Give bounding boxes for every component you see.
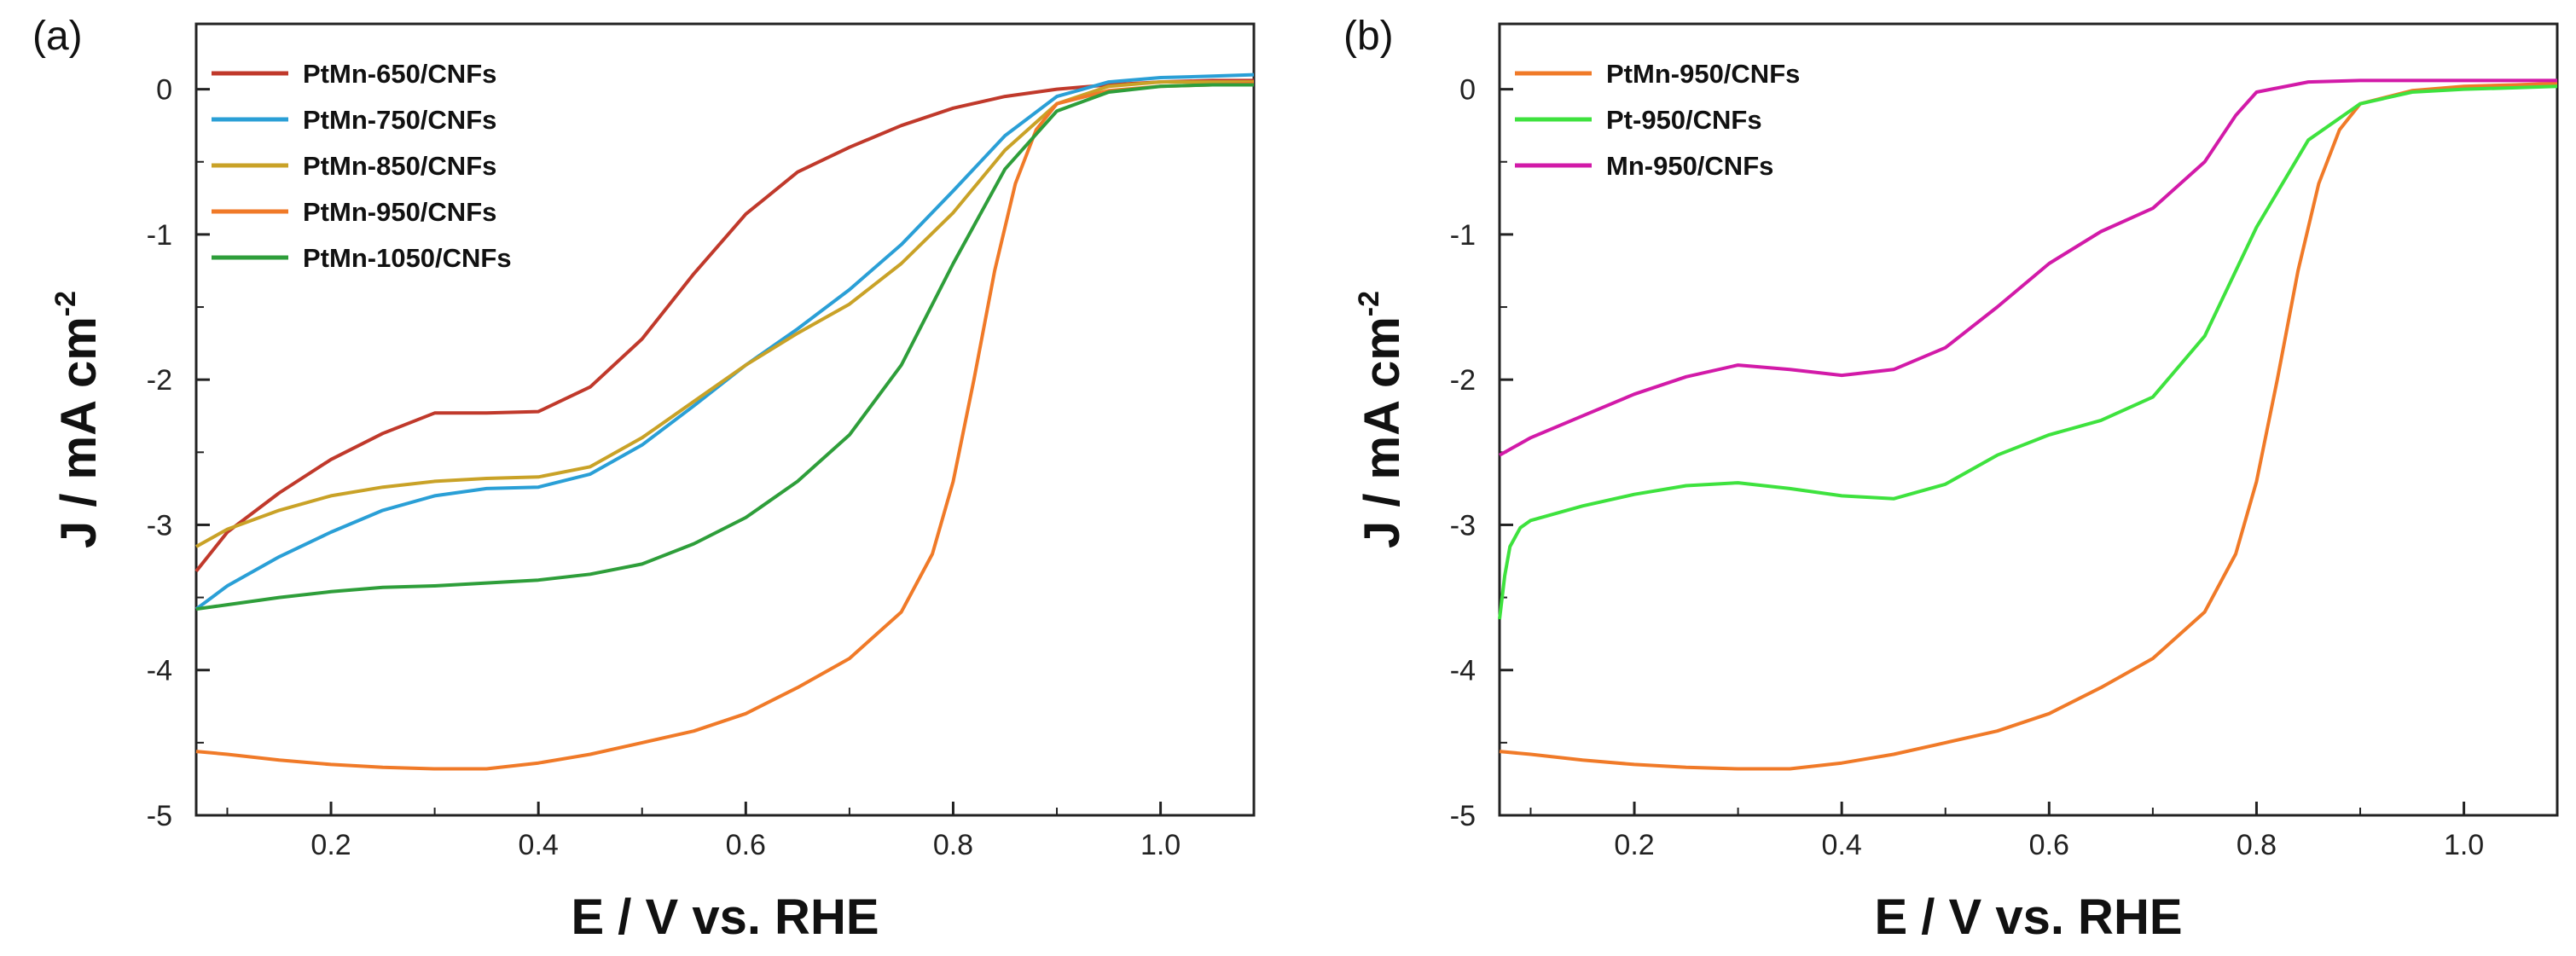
- x-tick-label: 0.4: [519, 829, 559, 861]
- y-tick-label: -1: [1450, 219, 1476, 252]
- legend-label: PtMn-850/CNFs: [303, 151, 496, 181]
- panel-b-plot-frame: [1498, 22, 2559, 817]
- y-tick-label: -3: [147, 509, 172, 542]
- legend-label: PtMn-650/CNFs: [303, 59, 496, 89]
- panel-a-ticks: 0.2 0.4 0.6 0.8 1.0 0 -1 -2 -3 -4 -5: [147, 74, 1181, 861]
- panel-b-series: [1498, 78, 2558, 771]
- panel-b-y-axis-title: J / mA cm-2: [1353, 291, 1410, 548]
- series-line: [1499, 81, 2558, 771]
- legend-label: PtMn-950/CNFs: [1606, 59, 1800, 89]
- panel-b-label: (b): [1343, 14, 1394, 59]
- x-tick-label: 0.6: [2029, 829, 2069, 861]
- y-tick-label: -4: [147, 655, 172, 687]
- panel-b-legend: PtMn-950/CNFs Pt-950/CNFs Mn-950/CNFs: [1515, 59, 1800, 181]
- y-tick-label: -3: [1450, 509, 1476, 542]
- y-tick-label: -5: [147, 800, 172, 832]
- series-line: [194, 72, 1255, 611]
- y-tick-label: -2: [147, 364, 172, 397]
- x-tick-label: 0.2: [1614, 829, 1654, 861]
- legend-item: Mn-950/CNFs: [1515, 151, 1773, 181]
- x-tick-label: 1.0: [1140, 829, 1181, 861]
- legend-label: Mn-950/CNFs: [1606, 151, 1773, 181]
- panel-a-y-axis-title-group: J / mA cm-2: [49, 291, 107, 548]
- legend-label: PtMn-750/CNFs: [303, 105, 496, 135]
- y-tick-label: -1: [147, 219, 172, 252]
- y-axis-title-text: J / mA cm: [1355, 316, 1410, 548]
- y-tick-label: 0: [156, 74, 172, 107]
- panel-a-label: (a): [32, 14, 83, 59]
- legend-item: PtMn-1050/CNFs: [212, 243, 512, 273]
- y-tick-label: -4: [1450, 655, 1476, 687]
- y-tick-label: 0: [1459, 74, 1476, 107]
- y-tick-label: -2: [1450, 364, 1476, 397]
- x-tick-label: 0.8: [2237, 829, 2277, 861]
- x-tick-label: 0.2: [310, 829, 351, 861]
- panel-a-legend: PtMn-650/CNFs PtMn-750/CNFs PtMn-850/CNF…: [212, 59, 512, 273]
- legend-label: PtMn-1050/CNFs: [303, 243, 512, 273]
- panel-a: (a) 0.2 0.4 0.6 0.8 1.0 0 -1 -2 -3 -4 -5 PtMn-650/…: [32, 14, 1256, 945]
- series-line: [1498, 84, 2558, 620]
- series-line: [1499, 78, 2557, 457]
- panel-a-y-axis-title: J / mA cm-2: [49, 291, 107, 548]
- legend-item: PtMn-950/CNFs: [1515, 59, 1800, 89]
- panel-b-ticks: 0.2 0.4 0.6 0.8 1.0 0 -1 -2 -3 -4 -5: [1450, 74, 2484, 861]
- legend-item: Pt-950/CNFs: [1515, 105, 1762, 135]
- legend-item: PtMn-850/CNFs: [212, 151, 496, 181]
- panel-b: (b) 0.2 0.4 0.6 0.8 1.0 0 -1 -2 -3 -4 -5 PtMn-950/…: [1343, 14, 2559, 945]
- legend-item: PtMn-750/CNFs: [212, 105, 496, 135]
- x-tick-label: 0.6: [726, 829, 766, 861]
- series-line: [195, 81, 1255, 771]
- legend-label: PtMn-950/CNFs: [303, 197, 496, 227]
- y-axis-title-superscript: -2: [49, 291, 82, 316]
- x-tick-label: 0.4: [1822, 829, 1862, 861]
- legend-item: PtMn-650/CNFs: [212, 59, 496, 89]
- x-tick-label: 1.0: [2444, 829, 2484, 861]
- legend-item: PtMn-950/CNFs: [212, 197, 496, 227]
- panel-b-y-axis-title-group: J / mA cm-2: [1353, 291, 1410, 548]
- panel-a-x-axis-title: E / V vs. RHE: [571, 889, 879, 945]
- y-axis-title-text: J / mA cm: [51, 316, 107, 548]
- series-line: [195, 83, 1254, 611]
- y-tick-label: -5: [1450, 800, 1476, 832]
- panel-a-plot-frame: [194, 22, 1256, 817]
- legend-label: Pt-950/CNFs: [1606, 105, 1762, 135]
- x-tick-label: 0.8: [933, 829, 973, 861]
- panel-a-series: [194, 72, 1255, 771]
- series-line: [194, 78, 1254, 573]
- panel-b-x-axis-title: E / V vs. RHE: [1874, 889, 2182, 945]
- series-line: [195, 80, 1254, 548]
- y-axis-title-superscript: -2: [1353, 291, 1385, 316]
